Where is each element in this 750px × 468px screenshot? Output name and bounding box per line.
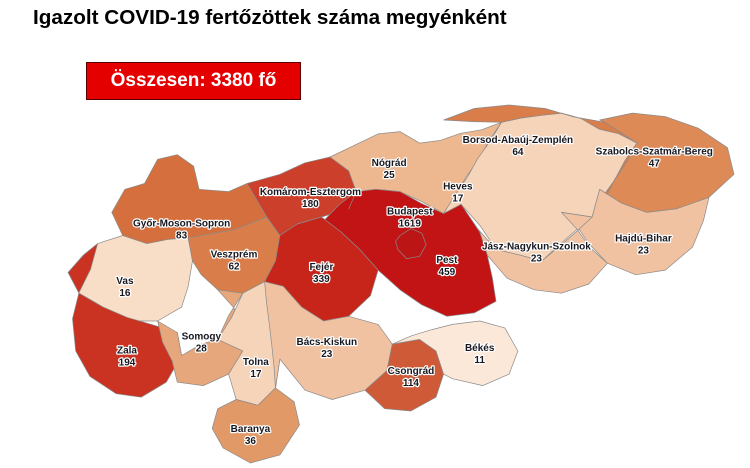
svg-text:Komárom-Esztergom: Komárom-Esztergom [260,187,361,198]
svg-text:Vas: Vas [116,276,134,287]
svg-text:Nógrád: Nógrád [372,158,407,169]
svg-text:194: 194 [119,357,136,368]
svg-text:64: 64 [512,147,524,158]
svg-text:114: 114 [403,378,420,389]
svg-text:Csongrád: Csongrád [388,366,435,377]
svg-text:Tolna: Tolna [243,357,269,368]
svg-text:Hajdú-Bihar: Hajdú-Bihar [615,233,672,244]
svg-text:459: 459 [439,267,456,278]
svg-text:23: 23 [321,349,333,360]
svg-text:1619: 1619 [399,219,422,230]
svg-text:62: 62 [228,261,240,272]
svg-text:Veszprém: Veszprém [211,249,258,260]
svg-text:Békés: Békés [465,343,495,354]
svg-text:Fejér: Fejér [309,262,333,273]
svg-text:Jász-Nagykun-Szolnok: Jász-Nagykun-Szolnok [482,241,591,252]
svg-text:339: 339 [313,274,330,285]
svg-text:23: 23 [638,245,650,256]
svg-text:23: 23 [531,253,543,264]
svg-text:28: 28 [196,343,208,354]
svg-text:Pest: Pest [436,255,458,266]
svg-text:Bács-Kiskun: Bács-Kiskun [297,337,358,348]
svg-text:11: 11 [474,355,485,366]
svg-text:Szabolcs-Szatmár-Bereg: Szabolcs-Szatmár-Bereg [596,147,713,158]
svg-text:17: 17 [452,193,464,204]
svg-text:Budapest: Budapest [387,207,433,218]
svg-text:83: 83 [176,230,188,241]
svg-text:36: 36 [245,436,257,447]
svg-text:25: 25 [384,170,396,181]
svg-text:Somogy: Somogy [182,331,222,342]
svg-text:47: 47 [649,159,661,170]
svg-text:17: 17 [250,369,262,380]
svg-text:Heves: Heves [443,181,473,192]
svg-text:Borsod-Abaúj-Zemplén: Borsod-Abaúj-Zemplén [463,135,574,146]
svg-text:180: 180 [302,199,319,210]
svg-text:Győr-Moson-Sopron: Győr-Moson-Sopron [133,218,230,229]
svg-text:16: 16 [119,288,131,299]
svg-text:Baranya: Baranya [231,424,271,435]
svg-text:Zala: Zala [117,345,137,356]
